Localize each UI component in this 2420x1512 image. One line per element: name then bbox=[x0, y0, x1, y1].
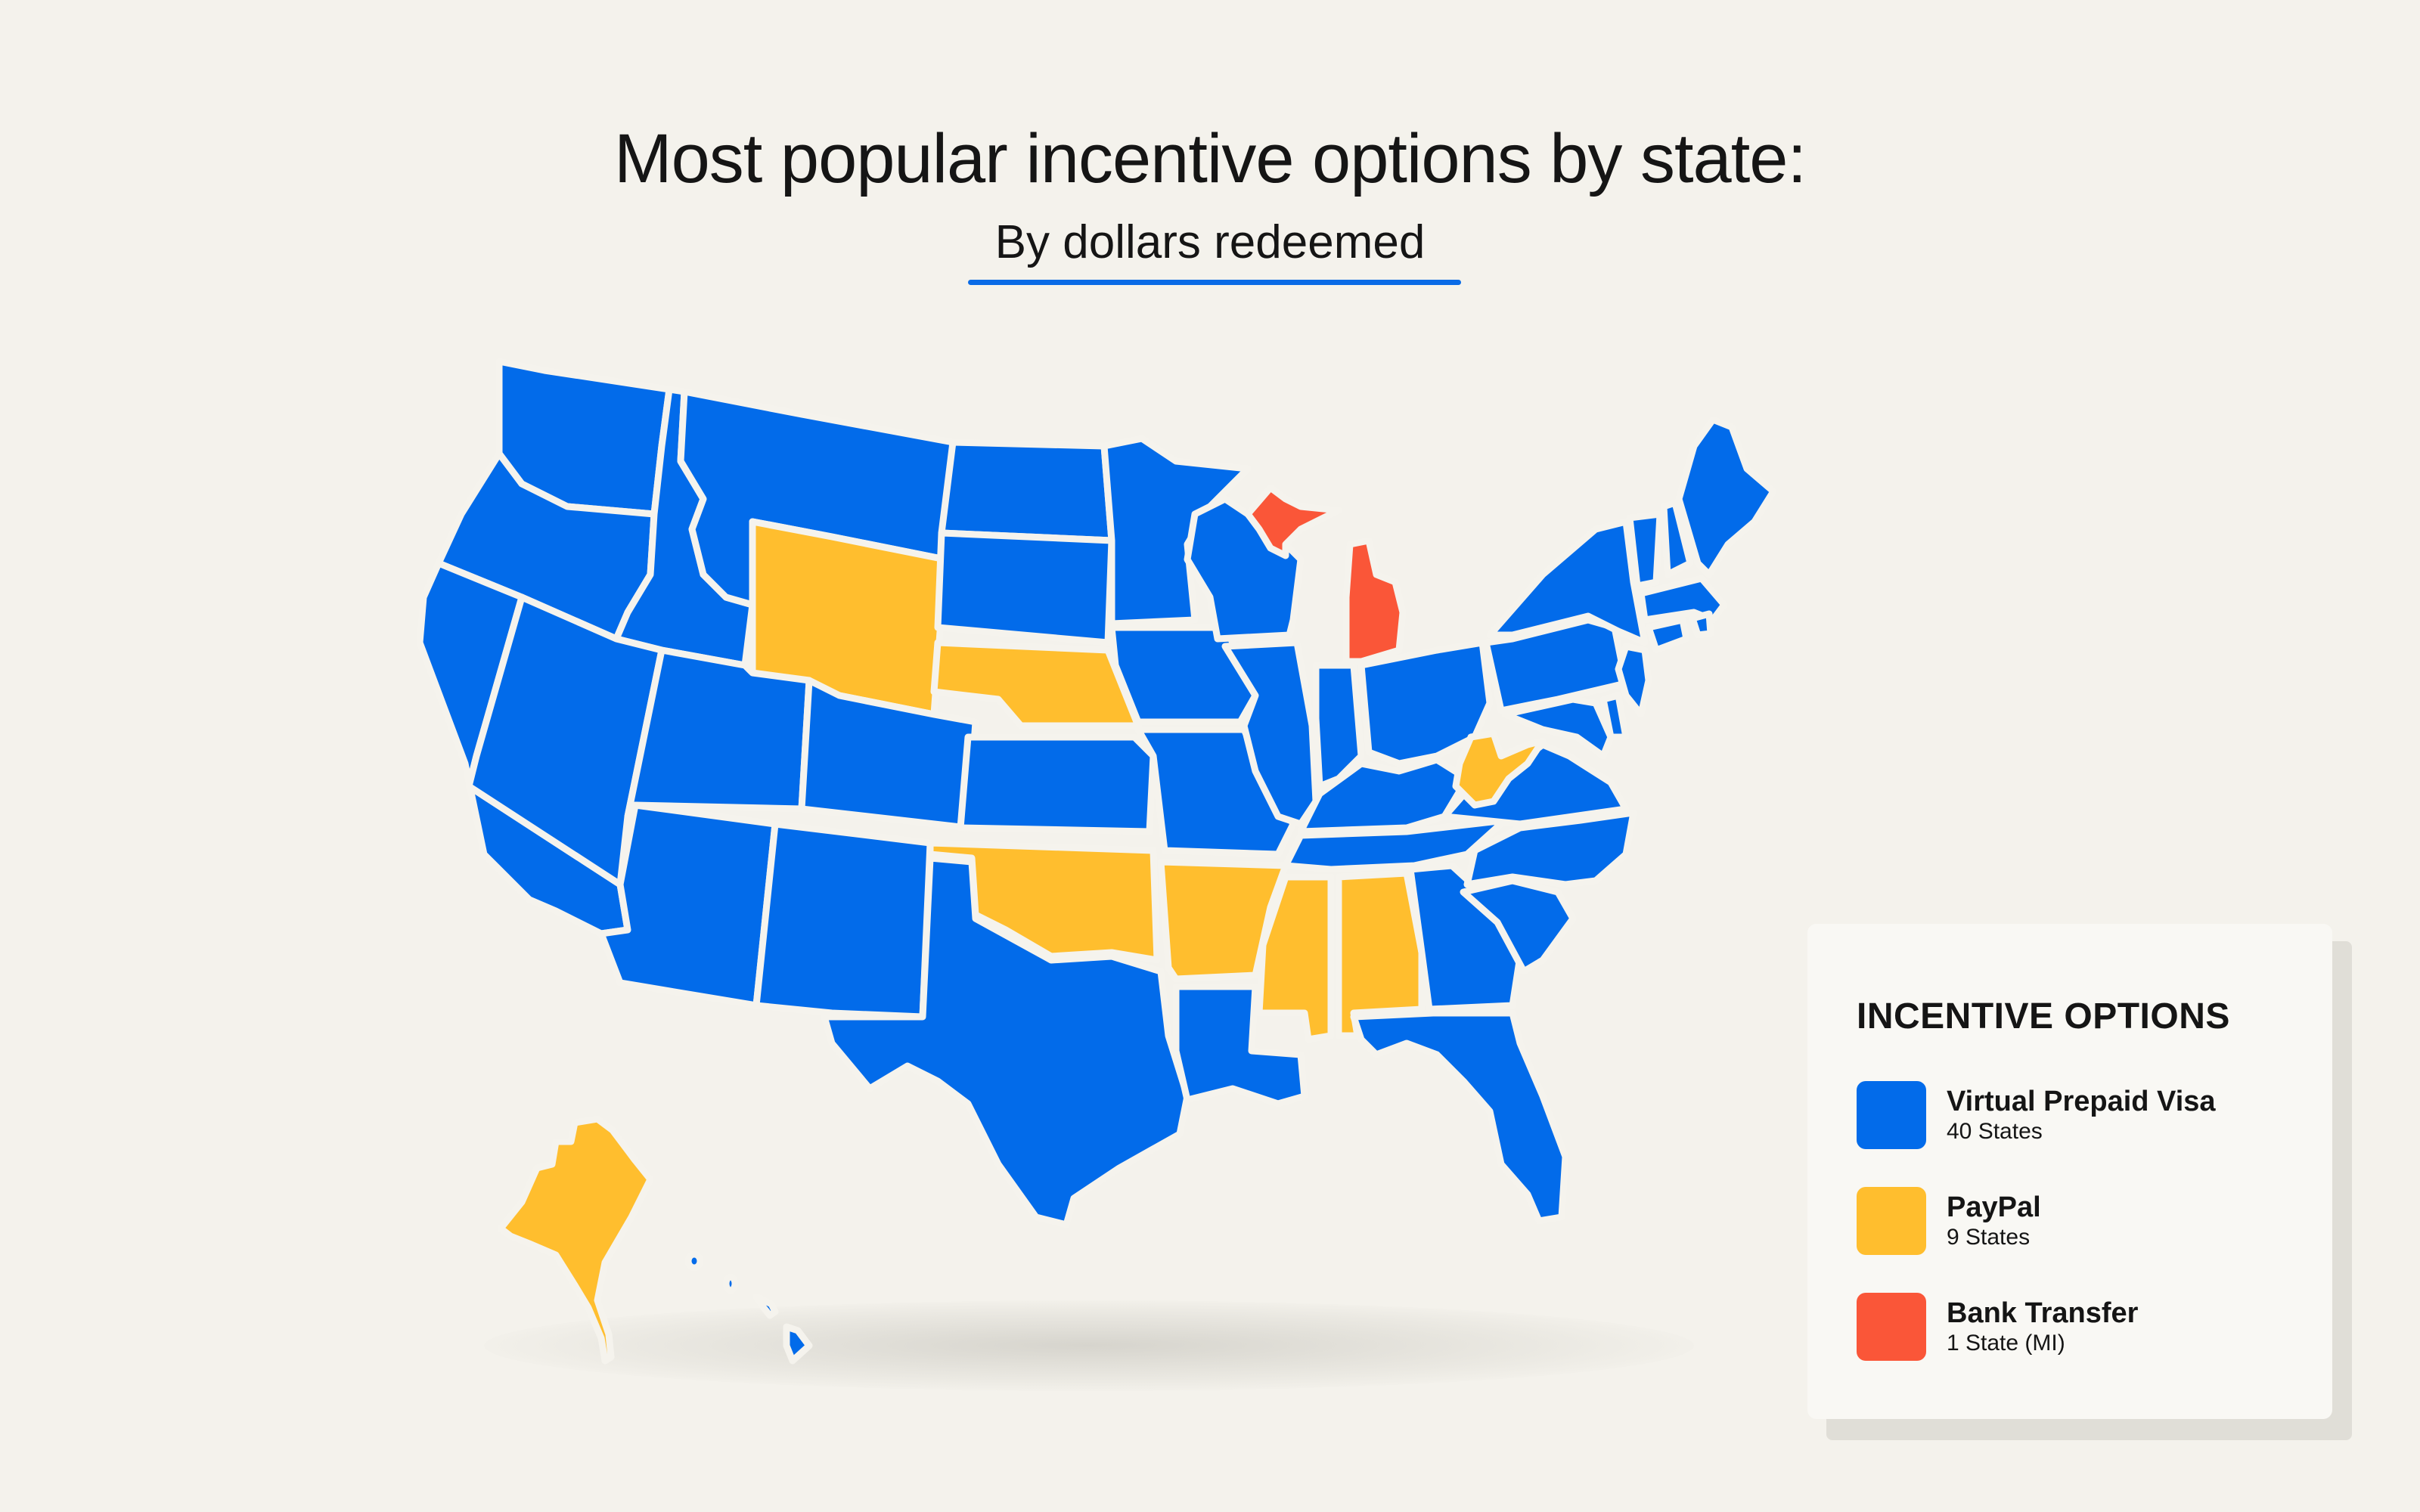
state-NY[interactable] bbox=[1486, 518, 1649, 646]
legend-label: Bank Transfer bbox=[1947, 1297, 2139, 1329]
state-LA[interactable] bbox=[1172, 983, 1308, 1108]
legend-item-virtual-prepaid-visa: Virtual Prepaid Visa 40 States bbox=[1857, 1081, 2332, 1149]
page-subtitle: By dollars redeemed bbox=[994, 216, 1426, 268]
state-NC[interactable] bbox=[1463, 809, 1637, 888]
legend-count: 1 State (MI) bbox=[1947, 1331, 2065, 1356]
state-OK[interactable] bbox=[926, 839, 1161, 964]
state-ND[interactable] bbox=[938, 438, 1115, 544]
state-NM[interactable] bbox=[752, 820, 934, 1021]
state-MD[interactable] bbox=[1501, 696, 1615, 760]
state-VT[interactable] bbox=[1626, 510, 1664, 590]
state-MI[interactable] bbox=[1342, 537, 1407, 665]
state-HI-1[interactable] bbox=[684, 1250, 704, 1272]
state-KY[interactable] bbox=[1297, 756, 1471, 835]
legend-label: PayPal bbox=[1947, 1191, 2041, 1223]
state-AZ[interactable] bbox=[597, 801, 779, 1009]
page-title: Most popular incentive options by state: bbox=[613, 120, 1807, 197]
legend-swatch-red bbox=[1857, 1293, 1926, 1361]
state-IL[interactable] bbox=[1221, 639, 1320, 828]
state-CT[interactable] bbox=[1645, 616, 1690, 654]
legend-title: INCENTIVE OPTIONS bbox=[1857, 996, 2230, 1036]
state-MI-UP[interactable] bbox=[1244, 484, 1342, 559]
legend-label: Virtual Prepaid Visa bbox=[1947, 1086, 2216, 1117]
state-NE[interactable] bbox=[930, 639, 1142, 730]
state-HI-3[interactable] bbox=[752, 1293, 779, 1319]
state-AK[interactable] bbox=[497, 1115, 654, 1365]
state-SD[interactable] bbox=[934, 529, 1115, 646]
legend-swatch-blue bbox=[1857, 1081, 1926, 1149]
state-ME[interactable] bbox=[1675, 416, 1777, 578]
state-FL[interactable] bbox=[1350, 1009, 1569, 1225]
legend: INCENTIVE OPTIONS Virtual Prepaid Visa 4… bbox=[1807, 924, 2332, 1419]
legend-item-bank-transfer: Bank Transfer 1 State (MI) bbox=[1857, 1293, 2332, 1361]
legend-count: 40 States bbox=[1947, 1119, 2043, 1144]
state-MS[interactable] bbox=[1255, 873, 1335, 1043]
state-SC[interactable] bbox=[1460, 877, 1577, 975]
state-DE[interactable] bbox=[1599, 692, 1630, 741]
state-NH[interactable] bbox=[1660, 499, 1694, 578]
legend-item-paypal: PayPal 9 States bbox=[1857, 1187, 2332, 1255]
state-CO[interactable] bbox=[798, 677, 979, 832]
state-WV[interactable] bbox=[1452, 730, 1547, 809]
state-HI-2[interactable] bbox=[722, 1273, 739, 1294]
legend-swatch-yellow bbox=[1857, 1187, 1926, 1255]
state-GA[interactable] bbox=[1407, 862, 1524, 1013]
state-HI-4[interactable] bbox=[783, 1323, 813, 1365]
subtitle-underline bbox=[968, 280, 1461, 285]
state-TX[interactable] bbox=[821, 854, 1191, 1228]
map-ground-shadow bbox=[484, 1300, 1694, 1391]
state-UT[interactable] bbox=[624, 646, 813, 820]
state-KS[interactable] bbox=[957, 733, 1157, 835]
legend-count: 9 States bbox=[1947, 1225, 2031, 1250]
state-TN[interactable] bbox=[1282, 816, 1509, 873]
state-RI[interactable] bbox=[1689, 610, 1714, 639]
state-IA[interactable] bbox=[1108, 624, 1259, 726]
state-NJ[interactable] bbox=[1615, 643, 1652, 718]
state-AL[interactable] bbox=[1335, 869, 1426, 1040]
